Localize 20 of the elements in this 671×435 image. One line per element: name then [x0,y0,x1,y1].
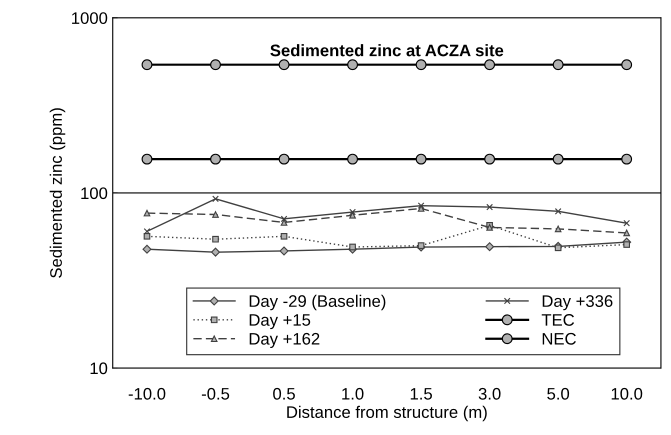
x-tick-label: 1.5 [410,388,432,400]
x-axis-title: Distance from structure (m) [287,406,487,422]
y-axis-title: Sedimented zinc (ppm) [50,108,66,278]
legend-label: Day +162 [250,332,320,348]
legend-label: Day +336 [542,295,612,310]
x-tick-label: -10.0 [128,388,166,400]
x-tick-label: 5.0 [547,388,570,400]
legend-label: NEC [542,332,576,345]
text: Sedimented zinc at ACZA site [270,44,504,56]
y-tick-label: 100 [81,187,108,200]
y-tick-label: 10 [90,362,108,374]
x-tick-label: 3.0 [478,388,501,400]
legend-label: Day -29 (Baseline) [250,294,386,310]
x-tick-label: 0.5 [273,388,295,400]
legend-label: TEC [542,314,574,326]
x-tick-label: 10.0 [612,388,642,400]
x-tick-label: -0.5 [202,388,230,400]
x-tick-label: 1.0 [342,388,364,400]
legend-label: Day +15 [250,314,310,330]
y-tick-label: 1000 [72,12,108,24]
